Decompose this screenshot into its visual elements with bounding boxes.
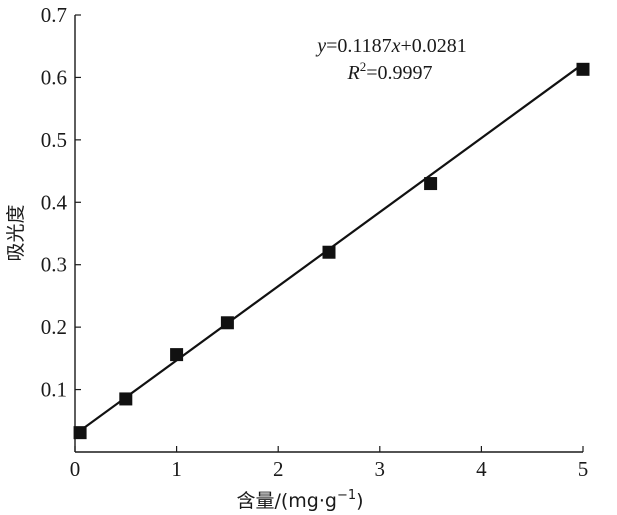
y-tick-label: 0.2	[41, 315, 67, 339]
data-point	[220, 316, 234, 330]
data-point	[73, 426, 87, 440]
x-tick-label: 3	[375, 457, 386, 481]
data-point	[424, 177, 438, 191]
x-tick-label: 4	[476, 457, 487, 481]
data-point	[119, 392, 133, 406]
y-tick-label: 0.4	[41, 190, 68, 214]
x-tick-label: 0	[70, 457, 81, 481]
ticks: 0 1 2 3 4 5 0.1 0.2 0.3 0.4 0.5 0.6 0.7	[41, 3, 589, 481]
regression-equation: y=0.1187x+0.0281	[315, 35, 467, 57]
x-tick-label: 1	[171, 457, 182, 481]
y-axis-title: 吸光度	[5, 204, 27, 261]
y-tick-label: 0.7	[41, 3, 67, 27]
r-squared-label: R2=0.9997	[347, 59, 433, 84]
y-tick-label: 0.1	[41, 378, 67, 402]
y-tick-label: 0.6	[41, 65, 67, 89]
data-point	[170, 348, 184, 362]
axes	[74, 15, 583, 453]
x-tick-label: 5	[578, 457, 589, 481]
x-axis-title: 含量/(mg·g−1)	[236, 488, 363, 512]
data-point	[322, 245, 336, 259]
y-tick-label: 0.3	[41, 253, 67, 277]
data-points	[73, 62, 590, 440]
data-point	[576, 62, 590, 76]
y-tick-label: 0.5	[41, 128, 67, 152]
x-tick-label: 2	[273, 457, 284, 481]
